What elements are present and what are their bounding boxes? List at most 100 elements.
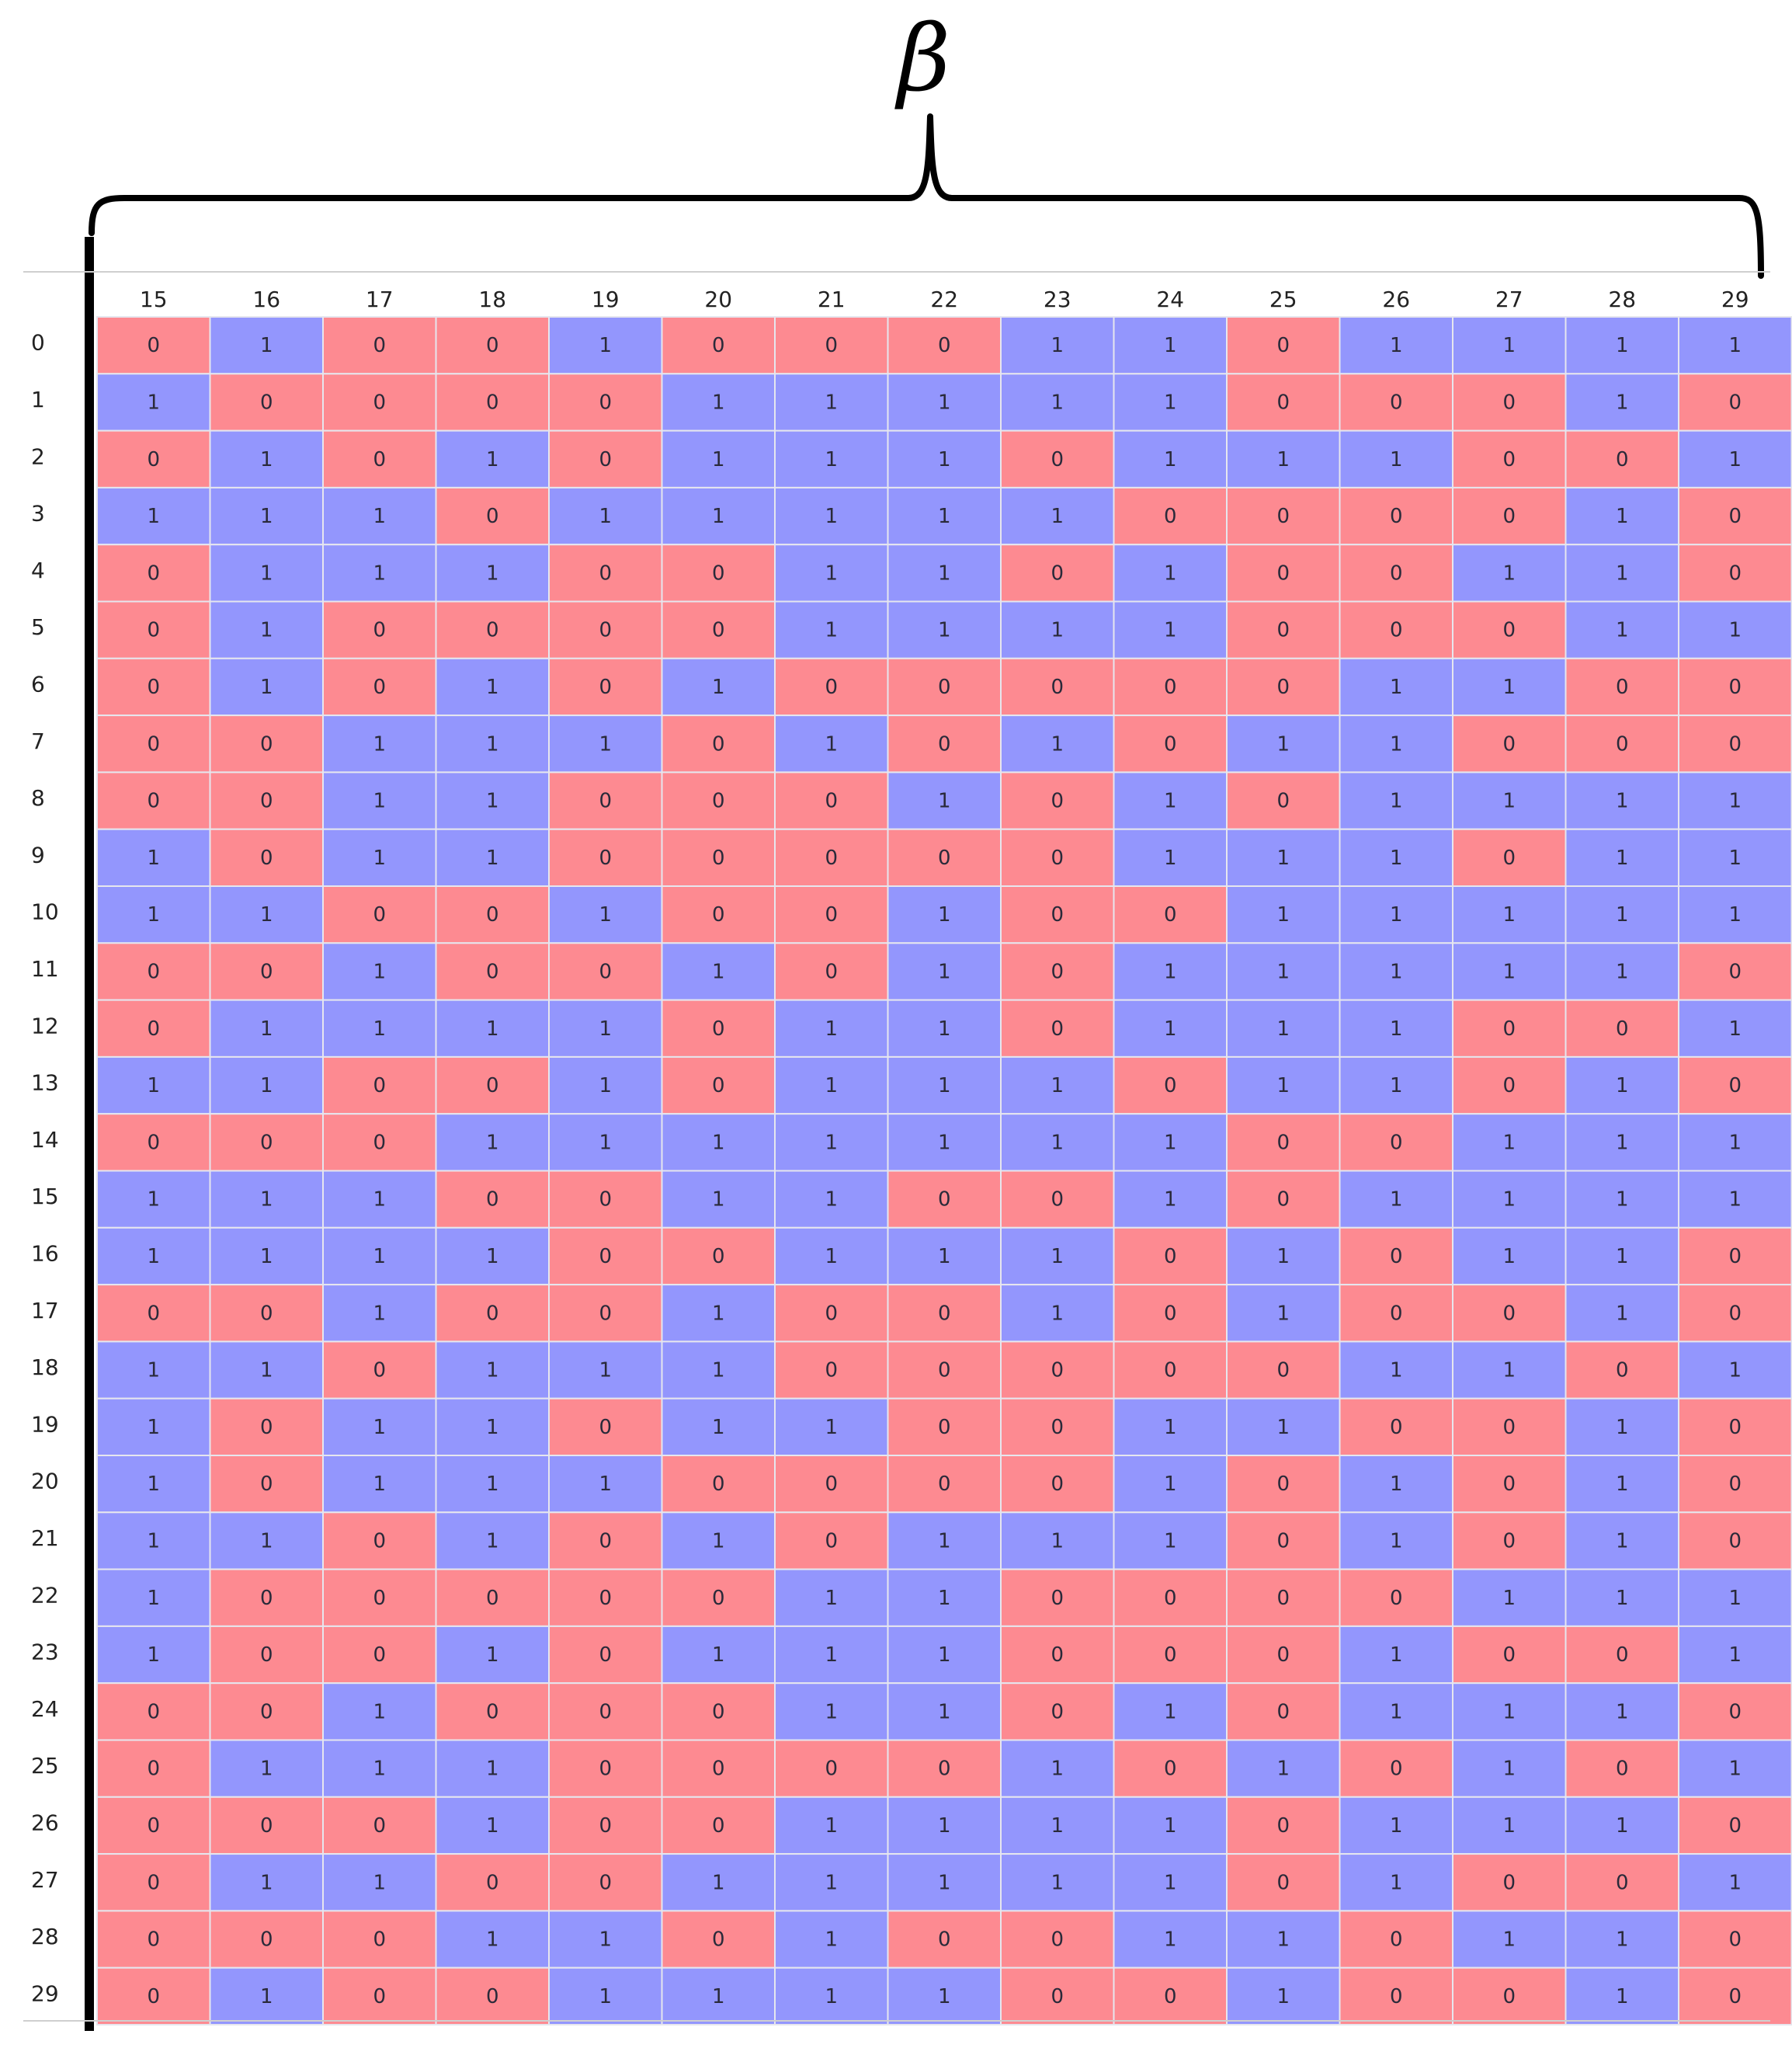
heatmap-cell [435, 1226, 550, 1286]
heatmap-cell [1000, 942, 1115, 1001]
heatmap-cell [1678, 1796, 1792, 1855]
heatmap-cell [1000, 1055, 1115, 1115]
cell-value: 1 [486, 1928, 499, 1952]
cell-value: 1 [1728, 1131, 1742, 1154]
heatmap-cell [322, 1284, 437, 1343]
cell-value: 0 [260, 391, 273, 414]
heatmap-cell [1000, 715, 1115, 774]
heatmap-cell [1452, 1226, 1567, 1286]
heatmap-cell [96, 1966, 211, 2025]
heatmap-cell [1226, 828, 1341, 887]
heatmap-cell [1226, 1682, 1341, 1741]
cell-value: 1 [1390, 448, 1403, 471]
cell-value: 1 [260, 562, 273, 585]
cell-value: 1 [1164, 1188, 1177, 1212]
heatmap-cell [1226, 657, 1341, 717]
cell-value: 1 [1276, 1985, 1290, 2008]
cell-value: 0 [712, 334, 725, 357]
heatmap-cell [548, 657, 663, 717]
cell-value: 1 [825, 732, 838, 756]
cell-value: 0 [486, 1985, 499, 2008]
heatmap-cell [1339, 1682, 1453, 1741]
cell-value: 1 [260, 1985, 273, 2008]
cell-value: 1 [712, 1359, 725, 1382]
cell-value: 0 [147, 619, 160, 642]
heatmap-cell [774, 999, 889, 1058]
cell-value: 1 [260, 676, 273, 699]
cell-value: 0 [486, 1188, 499, 1212]
cell-value: 0 [1276, 1643, 1290, 1667]
cell-value: 1 [1390, 1188, 1403, 1212]
cell-value: 0 [1276, 790, 1290, 813]
cell-value: 1 [825, 1587, 838, 1610]
heatmap-cell [1452, 1170, 1567, 1229]
heatmap-cell [887, 600, 1002, 659]
cell-value: 0 [1728, 1985, 1742, 2008]
cell-value: 1 [825, 1188, 838, 1212]
cell-value: 0 [1164, 1587, 1177, 1610]
cell-value: 0 [1276, 1871, 1290, 1894]
cell-value: 0 [599, 391, 612, 414]
heatmap-cell [548, 544, 663, 603]
cell-value: 1 [938, 1814, 951, 1838]
heatmap-cell [1452, 600, 1567, 659]
cell-value: 1 [1616, 1587, 1629, 1610]
cell-value: 0 [1502, 505, 1516, 528]
row-label: 19 [31, 1411, 59, 1437]
heatmap-cell [322, 1226, 437, 1286]
cell-value: 1 [825, 448, 838, 471]
cell-value: 0 [599, 1302, 612, 1325]
heatmap-cell [548, 373, 663, 432]
cell-value: 1 [825, 1245, 838, 1268]
cell-value: 0 [1276, 676, 1290, 699]
heatmap-cell [322, 1796, 437, 1855]
cell-value: 1 [147, 903, 160, 927]
heatmap-cell [887, 1055, 1002, 1115]
heatmap-cell [1678, 1910, 1792, 1969]
cell-value: 1 [825, 505, 838, 528]
cell-value: 1 [1390, 1871, 1403, 1894]
heatmap-cell [1339, 999, 1453, 1058]
heatmap-cell [1565, 828, 1679, 887]
cell-value: 0 [1728, 1814, 1742, 1838]
cell-value: 0 [1276, 1700, 1290, 1723]
cell-value: 0 [1390, 619, 1403, 642]
heatmap-cell [1565, 1055, 1679, 1115]
cell-value: 1 [712, 1416, 725, 1439]
cell-value: 1 [1616, 1928, 1629, 1952]
cell-value: 1 [938, 505, 951, 528]
cell-value: 1 [1164, 1416, 1177, 1439]
cell-value: 0 [1276, 1188, 1290, 1212]
heatmap-cell [1339, 1455, 1453, 1514]
cell-value: 0 [260, 960, 273, 983]
heatmap-cell [1000, 486, 1115, 546]
cell-value: 0 [1616, 1871, 1629, 1894]
cell-value: 0 [825, 1529, 838, 1553]
cell-value: 1 [1502, 1758, 1516, 1781]
heatmap-cell [1565, 373, 1679, 432]
cell-value: 1 [147, 1188, 160, 1212]
heatmap-cell [661, 885, 776, 944]
heatmap-cell [774, 657, 889, 717]
cell-value: 0 [1728, 676, 1742, 699]
heatmap-cell [661, 1568, 776, 1627]
heatmap-cell [1226, 771, 1341, 830]
cell-value: 1 [1164, 1928, 1177, 1952]
heatmap-cell [1452, 1055, 1567, 1115]
heatmap-cell [96, 657, 211, 717]
heatmap-cell [209, 1226, 324, 1286]
heatmap-cell [774, 1113, 889, 1172]
cell-value: 1 [825, 1814, 838, 1838]
cell-value: 0 [1616, 1017, 1629, 1041]
heatmap-cell [435, 1682, 550, 1741]
cell-value: 1 [147, 1359, 160, 1382]
heatmap-cell [96, 828, 211, 887]
heatmap-cell [1113, 1739, 1228, 1798]
heatmap-cell [435, 1568, 550, 1627]
heatmap-cell [1226, 1226, 1341, 1286]
heatmap-cell [209, 1568, 324, 1627]
heatmap-cell [1113, 1568, 1228, 1627]
heatmap-cell [1452, 1397, 1567, 1456]
heatmap-cell [1339, 1397, 1453, 1456]
heatmap-cell [1113, 1966, 1228, 2025]
